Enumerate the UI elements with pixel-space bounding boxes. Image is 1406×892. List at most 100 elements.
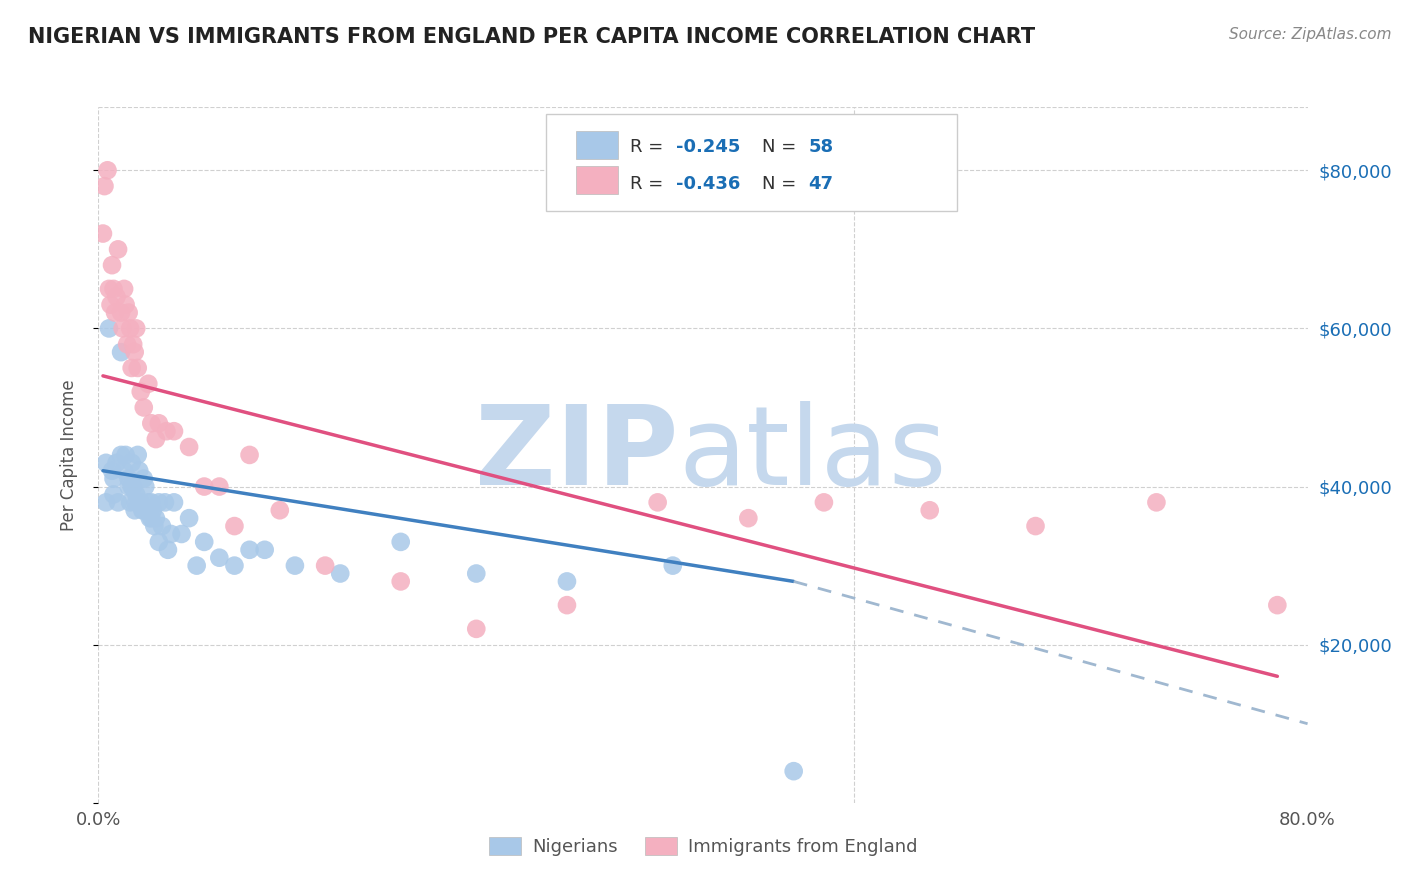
Point (186, 558, 208, 573)
Point (104, 305, 127, 319)
Point (141, 511, 163, 525)
FancyBboxPatch shape (576, 166, 619, 194)
Point (314, 558, 336, 573)
Point (224, 558, 246, 573)
Point (239, 448, 262, 462)
Point (163, 424, 186, 438)
Point (1144, 495, 1167, 509)
Point (112, 282, 135, 296)
Point (103, 487, 125, 501)
Point (329, 566, 352, 581)
Text: atlas: atlas (679, 401, 948, 508)
Point (118, 472, 141, 486)
Point (253, 542, 276, 557)
Point (101, 464, 124, 478)
Point (127, 448, 149, 462)
Point (737, 511, 759, 525)
Point (179, 511, 201, 525)
Point (269, 503, 291, 517)
Point (132, 472, 155, 486)
Point (94, 456, 117, 470)
Point (662, 558, 685, 573)
Point (107, 243, 129, 257)
Point (114, 448, 136, 462)
Point (555, 574, 578, 589)
Point (91, 227, 114, 241)
Point (98, 321, 121, 335)
Point (134, 479, 156, 493)
Text: 47: 47 (808, 175, 834, 193)
Point (163, 495, 186, 509)
Point (1267, 598, 1289, 612)
Point (224, 519, 246, 533)
Point (125, 495, 148, 509)
Point (121, 479, 143, 493)
Point (465, 622, 488, 636)
Point (142, 503, 165, 517)
Point (115, 337, 138, 351)
Point (813, 495, 835, 509)
Text: N =: N = (762, 175, 803, 193)
Point (110, 345, 132, 359)
Point (132, 401, 155, 415)
Point (129, 384, 152, 399)
Point (465, 566, 488, 581)
Legend: Nigerians, Immigrants from England: Nigerians, Immigrants from England (481, 830, 925, 863)
Point (389, 535, 412, 549)
Point (121, 361, 143, 376)
Point (122, 337, 145, 351)
Point (120, 495, 142, 509)
FancyBboxPatch shape (546, 114, 957, 211)
Text: N =: N = (762, 137, 803, 156)
Point (121, 456, 143, 470)
Point (148, 495, 170, 509)
Point (145, 432, 167, 446)
Point (150, 519, 173, 533)
Point (143, 519, 166, 533)
Point (193, 535, 215, 549)
Text: 58: 58 (808, 137, 834, 156)
Point (148, 535, 170, 549)
Point (153, 495, 176, 509)
Point (105, 456, 128, 470)
Point (389, 574, 412, 589)
Point (110, 305, 132, 319)
Point (105, 290, 128, 304)
Point (555, 598, 578, 612)
Point (94, 495, 117, 509)
Point (124, 503, 146, 517)
Point (124, 345, 146, 359)
Point (127, 361, 149, 376)
Point (148, 417, 170, 431)
Y-axis label: Per Capita Income: Per Capita Income (59, 379, 77, 531)
Point (103, 472, 125, 486)
Point (112, 464, 135, 478)
Point (131, 503, 153, 517)
Point (129, 495, 152, 509)
Point (136, 495, 159, 509)
Point (208, 550, 231, 565)
Text: R =: R = (630, 175, 669, 193)
Point (100, 298, 122, 312)
Point (1024, 519, 1046, 533)
Point (96, 163, 118, 178)
Point (118, 479, 141, 493)
Point (107, 495, 129, 509)
Point (136, 376, 159, 391)
Point (160, 527, 183, 541)
Point (125, 321, 148, 335)
Point (111, 321, 134, 335)
Point (918, 503, 941, 517)
Point (208, 479, 231, 493)
Point (93, 179, 115, 194)
Point (128, 464, 150, 478)
Point (170, 527, 193, 541)
Text: Source: ZipAtlas.com: Source: ZipAtlas.com (1229, 27, 1392, 42)
Point (132, 503, 155, 517)
Point (647, 495, 669, 509)
Point (141, 495, 163, 509)
Point (783, 764, 806, 779)
Point (145, 511, 167, 525)
Point (118, 305, 141, 319)
Point (103, 282, 125, 296)
